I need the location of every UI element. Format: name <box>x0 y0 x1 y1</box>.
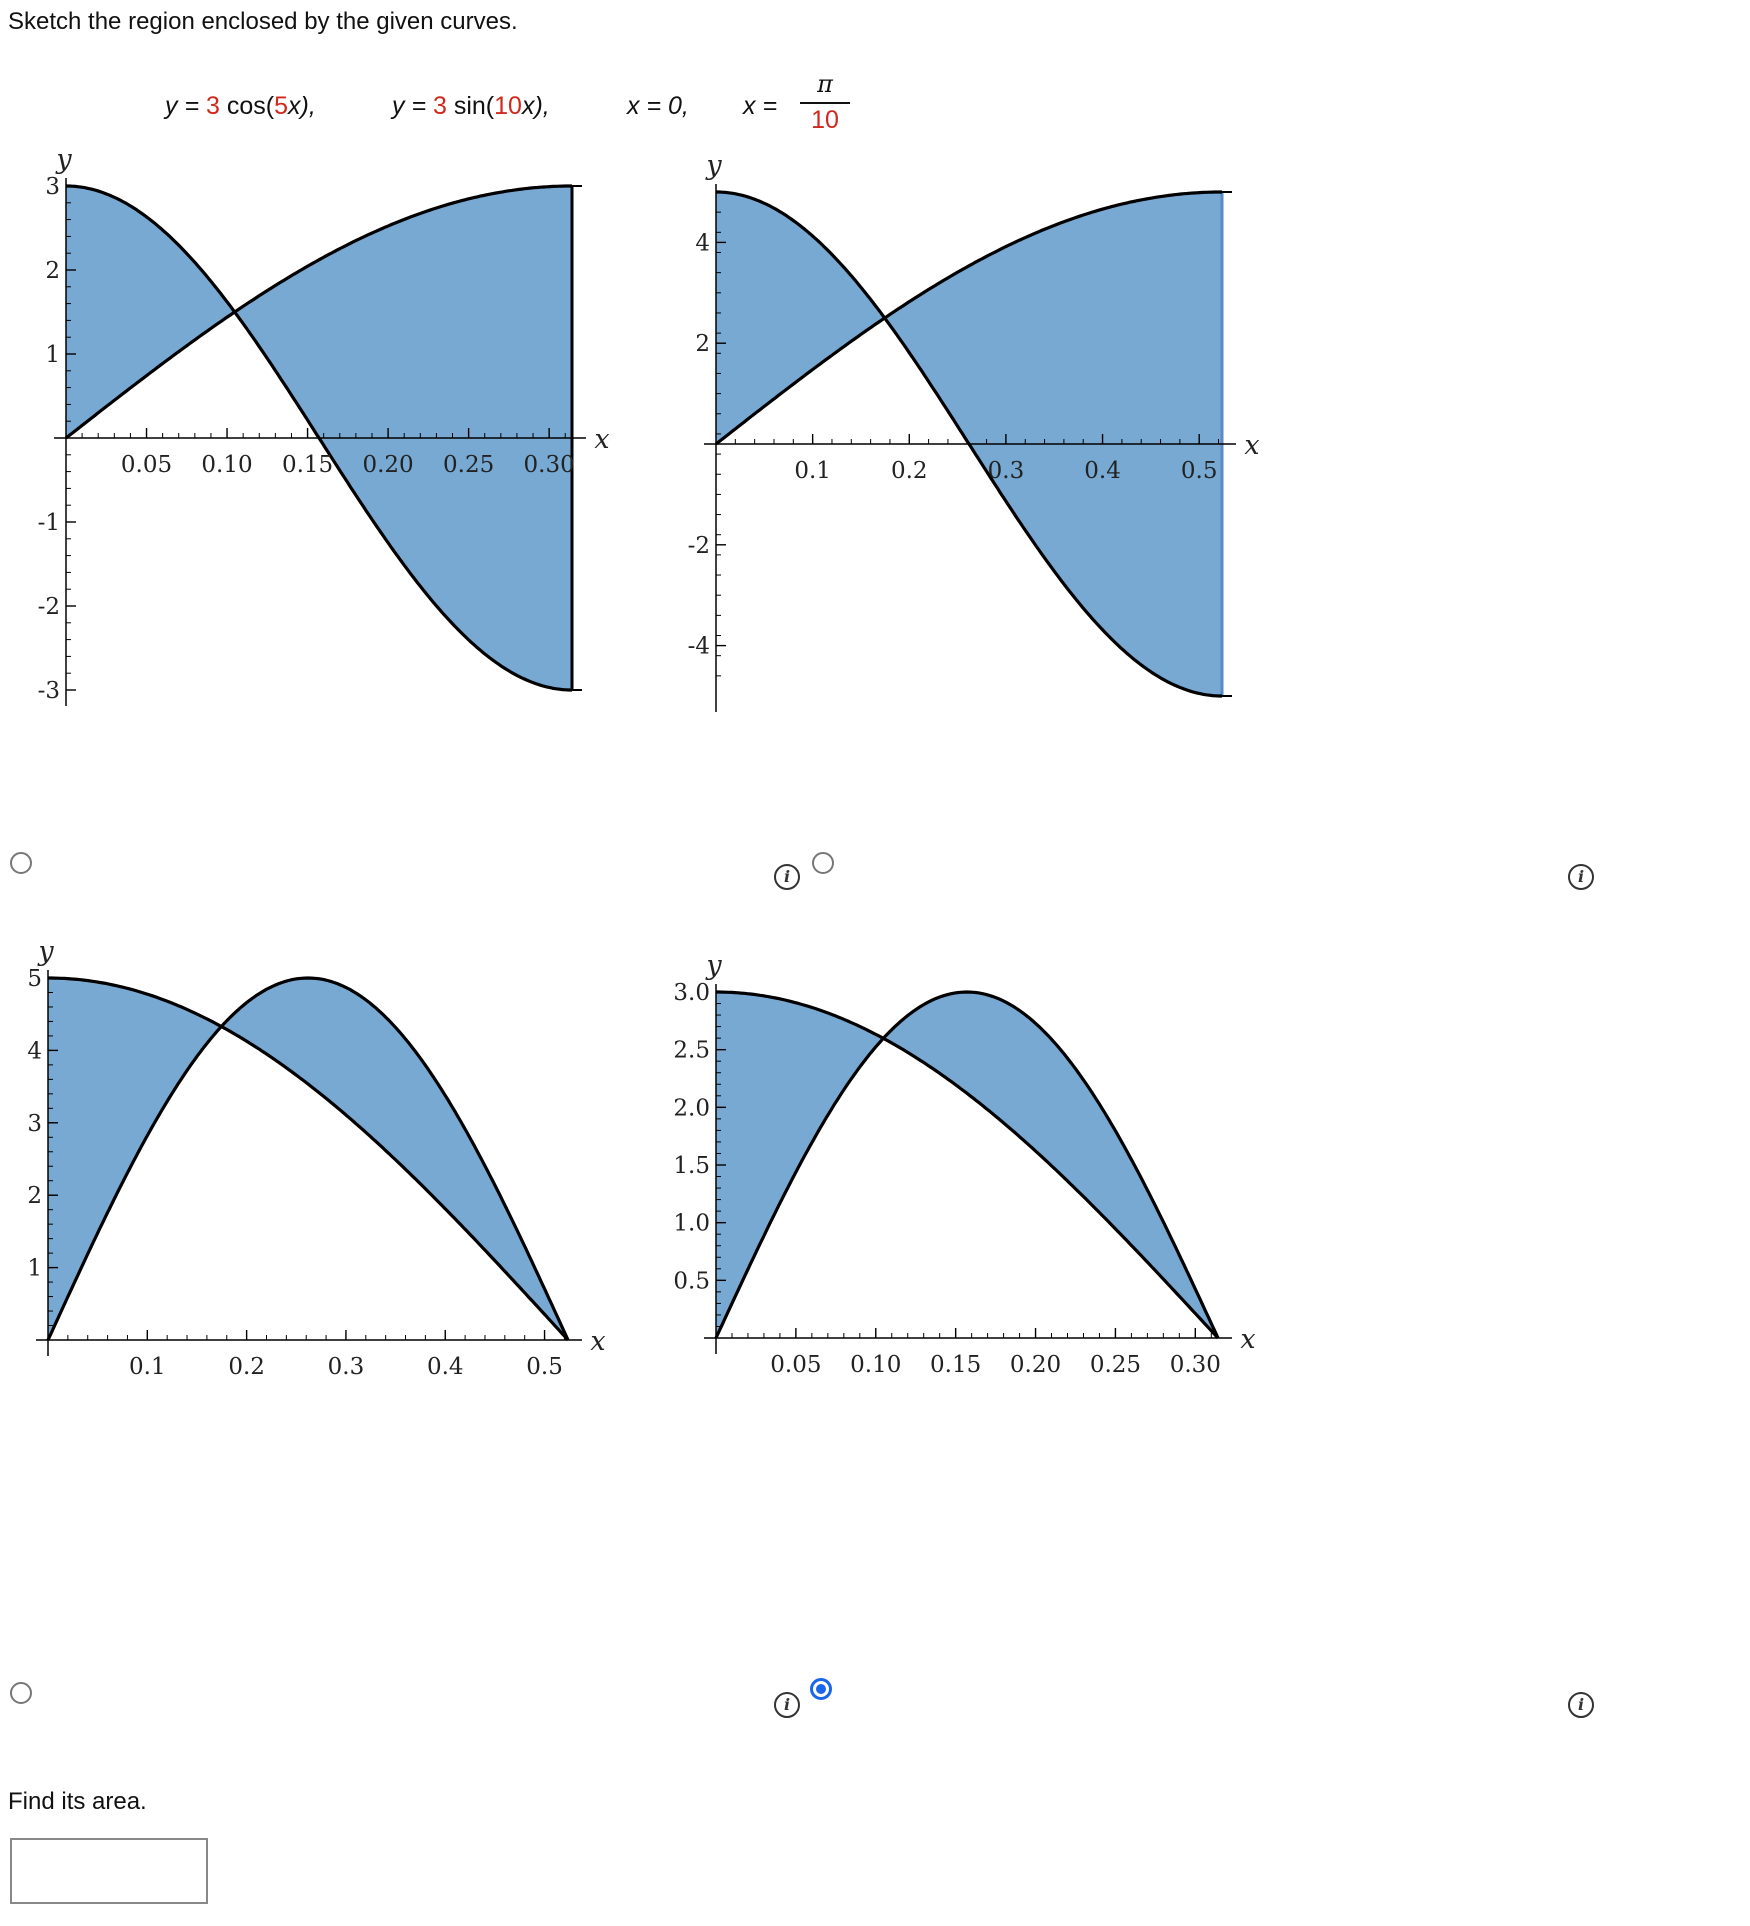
y-tick-label: -2 <box>38 594 60 620</box>
question-prompt: Sketch the region enclosed by the given … <box>8 8 518 35</box>
x-tick-label: 0.05 <box>770 1352 821 1378</box>
x-tick-label: 0.10 <box>850 1352 901 1378</box>
y-tick-label: 5 <box>27 966 42 992</box>
x-tick-label: 0.15 <box>930 1352 981 1378</box>
y-tick-label: -4 <box>688 634 710 660</box>
x-axis-label: x <box>594 424 609 455</box>
y-tick-label: 3 <box>45 174 60 200</box>
x-axis-label: x <box>1244 430 1259 461</box>
x-tick-label: 0.30 <box>1170 1352 1221 1378</box>
y-axis-label: y <box>55 144 72 175</box>
y-tick-label: 3.0 <box>673 980 710 1006</box>
y-tick-label: -2 <box>688 533 710 559</box>
y-tick-label: 2.0 <box>673 1095 710 1121</box>
x-tick-label: 0.4 <box>1084 458 1121 484</box>
y-tick-label: 2 <box>45 258 60 284</box>
enclosed-region <box>716 992 1218 1338</box>
info-icon-option-2[interactable]: i <box>1568 864 1594 890</box>
x-axis-label: x <box>1240 1324 1255 1355</box>
y-tick-label: -1 <box>38 510 60 536</box>
curve-sin <box>715 190 1222 446</box>
curve-sin <box>714 990 1220 1339</box>
x-tick-label: 0.20 <box>362 452 413 478</box>
x-tick-label: 0.30 <box>524 452 575 478</box>
find-area-label: Find its area. <box>8 1788 147 1815</box>
x-tick-label: 0.1 <box>129 1354 166 1380</box>
info-icon-option-3[interactable]: i <box>774 1692 800 1718</box>
info-icon-option-1[interactable]: i <box>774 864 800 890</box>
curve-cos <box>48 976 570 1342</box>
y-axis-label: y <box>705 950 722 981</box>
y-tick-label: 2 <box>695 331 710 357</box>
radio-option-3[interactable] <box>10 1682 32 1704</box>
y-tick-label: 4 <box>695 230 710 256</box>
x-tick-label: 0.3 <box>328 1354 365 1380</box>
y-tick-label: 0.5 <box>673 1268 710 1294</box>
x-tick-label: 0.2 <box>228 1354 265 1380</box>
x-tick-label: 0.10 <box>201 452 252 478</box>
y-tick-label: 1.0 <box>673 1211 710 1237</box>
plot-option-4: 0.05 0.10 0.15 0.20 0.25 0.30 3.0 2.5 2.0 1.5 1.0 0… <box>673 950 1255 1378</box>
equation-xpi-fraction: π 10 <box>800 70 850 135</box>
x-tick-label: 0.15 <box>282 452 333 478</box>
radio-option-4[interactable] <box>810 1678 832 1700</box>
equation-cos: y = 3 cos(5x), <box>165 92 316 120</box>
curve-sin <box>46 976 570 1341</box>
x-tick-label: 0.05 <box>121 452 172 478</box>
x-tick-label: 0.25 <box>1090 1352 1141 1378</box>
x-tick-label: 0.25 <box>443 452 494 478</box>
y-tick-label: 1.5 <box>673 1153 710 1179</box>
plot-option-1: 0.05 0.10 0.15 0.20 0.25 0.30 3 2 1 -1 -2 -3 y x <box>38 144 610 706</box>
x-tick-label: 0.20 <box>1010 1352 1061 1378</box>
plot-option-2: 0.1 0.2 0.3 0.4 0.5 4 2 -2 -4 y x <box>688 150 1260 712</box>
x-tick-label: 0.5 <box>1181 458 1218 484</box>
y-tick-label: 4 <box>27 1038 42 1064</box>
curve-cos <box>716 990 1220 1340</box>
x-tick-label: 0.2 <box>891 458 928 484</box>
x-tick-label: 0.1 <box>794 458 831 484</box>
equations: y = 3 cos(5x), y = 3 sin(10x), x = 0, x … <box>0 70 900 160</box>
y-tick-label: 1 <box>27 1256 42 1282</box>
equation-xpi-lhs: x = <box>743 92 778 120</box>
x-tick-label: 0.5 <box>526 1354 563 1380</box>
y-tick-label: 2 <box>27 1183 42 1209</box>
y-tick-label: 3 <box>27 1111 42 1137</box>
plot-option-3: 0.1 0.2 0.3 0.4 0.5 5 4 3 2 1 y x <box>27 936 605 1380</box>
x-axis-label: x <box>590 1326 605 1357</box>
radio-option-2[interactable] <box>812 852 834 874</box>
info-icon-option-4[interactable]: i <box>1568 1692 1594 1718</box>
y-tick-label: -3 <box>38 678 60 704</box>
y-axis-label: y <box>37 936 54 967</box>
area-answer-input[interactable] <box>10 1838 208 1904</box>
equation-x0: x = 0, <box>627 92 689 120</box>
enclosed-region <box>48 978 568 1340</box>
y-tick-label: 1 <box>45 342 60 368</box>
radio-option-1[interactable] <box>10 852 32 874</box>
y-tick-label: 2.5 <box>673 1038 710 1064</box>
curve-sin <box>65 184 572 440</box>
equation-sin: y = 3 sin(10x), <box>392 92 550 120</box>
y-axis-label: y <box>705 150 722 181</box>
x-tick-label: 0.4 <box>427 1354 464 1380</box>
x-tick-label: 0.3 <box>988 458 1025 484</box>
